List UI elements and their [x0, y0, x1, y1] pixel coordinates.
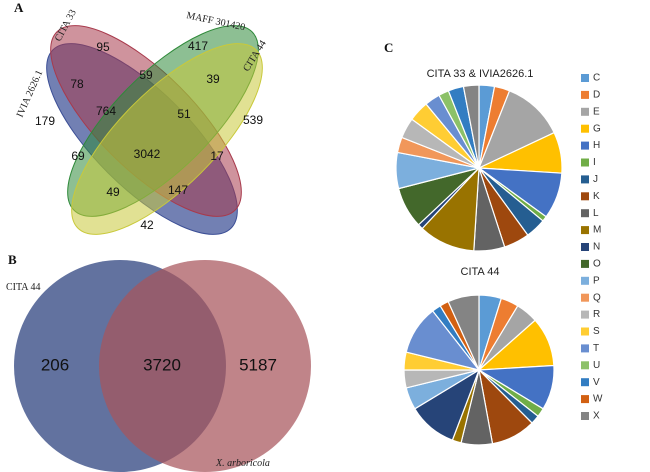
- legend-swatch-S: [581, 327, 589, 336]
- legend-label-G: G: [593, 123, 601, 134]
- venn4-region-count: 49: [106, 185, 120, 199]
- venn4-region-count: 17: [210, 149, 224, 163]
- legend-label-T: T: [593, 343, 599, 354]
- venn4-region-count: 51: [177, 107, 191, 121]
- venn4-region-count: 147: [168, 183, 188, 197]
- venn4-region-count: 3042: [134, 147, 161, 161]
- pie-1-title: CITA 33 & IVIA2626.1: [427, 68, 534, 80]
- legend-swatch-L: [581, 209, 589, 218]
- legend-label-S: S: [593, 326, 600, 337]
- legend-swatch-P: [581, 276, 589, 285]
- venn4-region-count: 539: [243, 113, 263, 127]
- legend-swatch-D: [581, 90, 589, 99]
- pie-slice-X: [462, 84, 480, 169]
- legend-swatch-E: [581, 107, 589, 116]
- legend-label-L: L: [593, 208, 599, 219]
- legend-label-H: H: [593, 140, 600, 151]
- ivia-set-label: IVIA 2626.1: [15, 69, 46, 120]
- pie-2-title: CITA 44: [461, 266, 500, 278]
- legend-label-C: C: [593, 73, 600, 84]
- venn4-diagram: A IVIA 2626.1 CITA 33 MAFF 301420 CITA 4…: [14, 0, 269, 235]
- legend-swatch-T: [581, 344, 589, 353]
- pie-chart-cita33-ivia: [395, 84, 563, 252]
- panel-c-label: C: [384, 40, 393, 55]
- venn4-region-count: 764: [96, 104, 116, 118]
- venn4-region-count: 59: [139, 68, 153, 82]
- legend-label-M: M: [593, 225, 601, 236]
- legend-label-Q: Q: [593, 292, 601, 303]
- legend-label-P: P: [593, 275, 600, 286]
- legend-label-E: E: [593, 106, 600, 117]
- legend-swatch-M: [581, 226, 589, 235]
- legend-swatch-Q: [581, 293, 589, 302]
- panel-a-label: A: [14, 0, 24, 15]
- legend-swatch-O: [581, 259, 589, 268]
- legend-swatch-I: [581, 158, 589, 167]
- pie-slice-X: [447, 294, 480, 371]
- legend-label-I: I: [593, 157, 596, 168]
- legend-label-W: W: [593, 394, 603, 405]
- venn4-region-count: 78: [70, 77, 84, 91]
- legend-swatch-R: [581, 310, 589, 319]
- legend-label-D: D: [593, 90, 600, 101]
- venn4-region-count: 179: [35, 114, 55, 128]
- x-arboricola-label: X. arboricola: [215, 458, 270, 469]
- legend-swatch-G: [581, 124, 589, 133]
- pie-chart-cita44: [403, 294, 555, 446]
- panel-b-label: B: [8, 252, 17, 267]
- legend-label-J: J: [593, 174, 598, 185]
- legend-swatch-J: [581, 175, 589, 184]
- venn2-diagram: B CITA 44 X. arboricola 206 3720 5187: [6, 252, 311, 472]
- legend-swatch-V: [581, 378, 589, 387]
- legend-label-O: O: [593, 259, 601, 270]
- legend-label-U: U: [593, 360, 600, 371]
- legend-swatch-U: [581, 361, 589, 370]
- legend-swatch-X: [581, 412, 589, 420]
- x-arboricola-set-circle: [99, 260, 311, 472]
- legend-swatch-K: [581, 192, 589, 201]
- x-arboricola-only-count: 5187: [239, 355, 277, 374]
- legend-label-X: X: [593, 411, 600, 422]
- legend-swatch-C: [581, 74, 589, 82]
- legend-swatch-H: [581, 141, 589, 150]
- venn4-region-count: 95: [96, 40, 110, 54]
- legend-swatch-N: [581, 243, 589, 251]
- venn4-region-count: 69: [71, 149, 85, 163]
- pie-slice-E: [477, 90, 555, 170]
- legend-label-N: N: [593, 242, 600, 253]
- legend-label-R: R: [593, 309, 600, 320]
- venn4-region-count: 39: [206, 72, 220, 86]
- shared-count: 3720: [143, 355, 181, 374]
- legend-label-K: K: [593, 191, 600, 202]
- cita44-venn2-label: CITA 44: [6, 282, 40, 293]
- cita44-set-ellipse: [71, 43, 263, 235]
- legend-swatch-W: [581, 395, 589, 404]
- cita44-only-count: 206: [41, 355, 69, 374]
- legend-label-V: V: [593, 377, 600, 388]
- cog-pie-panel: C CITA 33 & IVIA2626.1 CITA 44 CDEGHIJKL…: [384, 40, 603, 446]
- venn4-region-count: 417: [188, 39, 208, 53]
- venn4-region-count: 42: [140, 218, 154, 232]
